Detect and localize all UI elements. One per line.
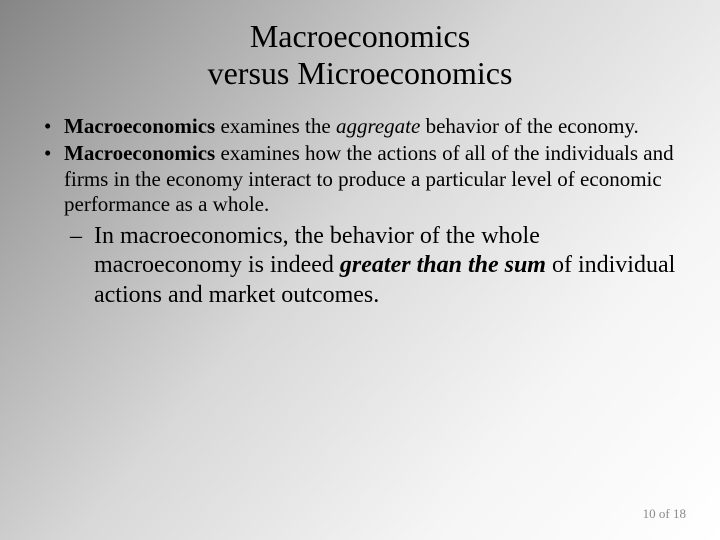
slide-content: Macroeconomics examines the aggregate be… (36, 114, 684, 310)
title-line-2: versus Microeconomics (208, 55, 513, 91)
text-run: examines the (215, 114, 336, 138)
slide: Macroeconomics versus Microeconomics Mac… (0, 0, 720, 540)
text-run: Macroeconomics (64, 114, 215, 138)
bullet-text: Macroeconomics examines the aggregate be… (64, 114, 639, 138)
bullet-text: Macroeconomics examines how the actions … (64, 141, 674, 216)
sub-bullet-item: In macroeconomics, the behavior of the w… (64, 222, 684, 310)
text-run: greater than the sum (340, 252, 546, 278)
sub-bullet-text: In macroeconomics, the behavior of the w… (94, 223, 675, 308)
page-sep: of (656, 506, 673, 521)
text-run: behavior of the economy. (420, 114, 638, 138)
bullet-item: Macroeconomics examines the aggregate be… (36, 114, 684, 140)
sub-bullet-list: In macroeconomics, the behavior of the w… (64, 222, 684, 310)
bullet-list: Macroeconomics examines the aggregate be… (36, 114, 684, 310)
page-footer: 10 of 18 (643, 506, 686, 522)
slide-title: Macroeconomics versus Microeconomics (36, 18, 684, 92)
page-total: 18 (673, 506, 686, 521)
title-line-1: Macroeconomics (250, 18, 470, 54)
text-run: Macroeconomics (64, 141, 215, 165)
page-number: 10 (643, 506, 656, 521)
text-run: aggregate (336, 114, 420, 138)
bullet-item: Macroeconomics examines how the actions … (36, 141, 684, 310)
